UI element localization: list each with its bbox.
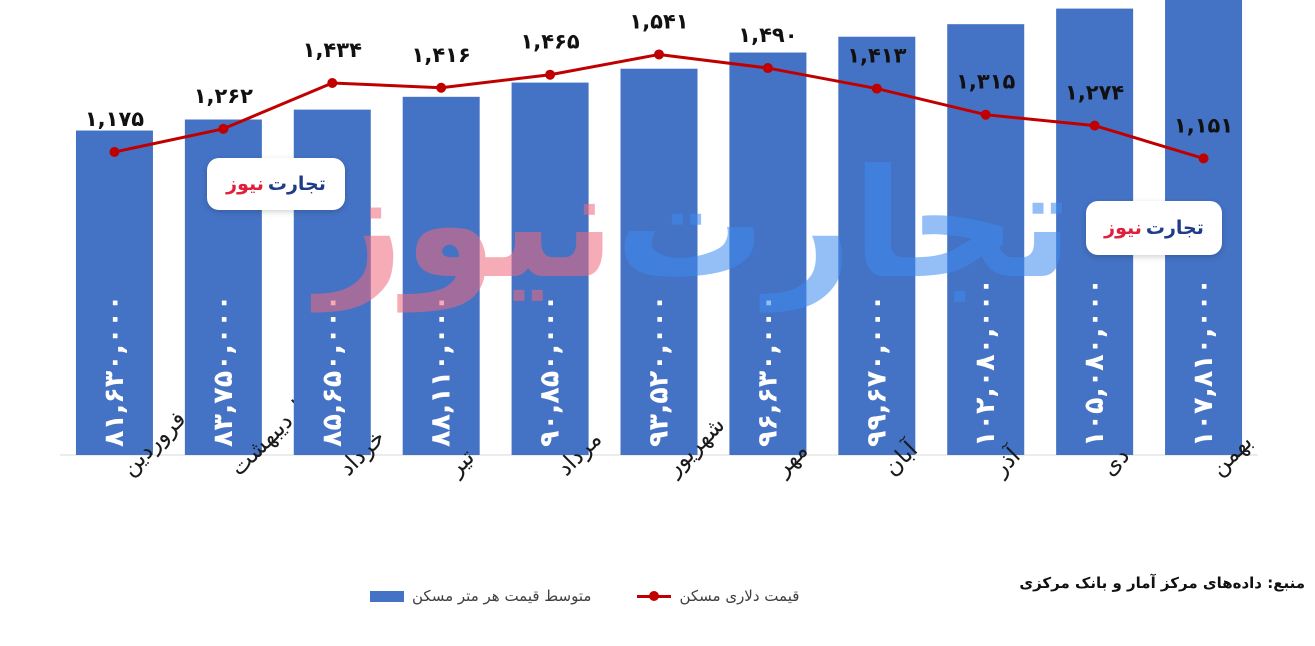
line-point-4 (545, 69, 556, 80)
line-value-label-1: ۱,۲۶۲ (194, 84, 253, 108)
bar-value-label-7: ۹۹,۶۷۰,۰۰۰ (861, 295, 892, 447)
line-point-2 (327, 77, 338, 88)
line-point-10 (1198, 153, 1209, 164)
legend-item-bar: متوسط قیمت هر متر مسکن (370, 587, 591, 605)
legend-item-line: قیمت دلاری مسکن (637, 587, 799, 605)
line-point-5 (654, 49, 664, 60)
legend-bar-swatch (370, 590, 404, 602)
source-note: منبع: داده‌های مرکز آمار و بانک مرکزی (1019, 574, 1305, 592)
bar-0 (75, 130, 153, 456)
line-value-label-2: ۱,۴۳۴ (303, 38, 362, 62)
line-value-label-10: ۱,۱۵۱ (1174, 113, 1233, 137)
line-point-1 (218, 123, 229, 134)
line-point-3 (436, 82, 447, 93)
line-value-label-9: ۱,۲۷۴ (1065, 81, 1124, 105)
bar-6 (729, 52, 807, 456)
bar-value-label-10: ۱۰۷,۸۱۰,۰۰۰ (1188, 278, 1219, 447)
bar-value-label-3: ۸۸,۱۱۰,۰۰۰ (426, 295, 457, 447)
line-value-label-4: ۱,۴۶۵ (520, 30, 579, 54)
line-point-0 (109, 147, 120, 157)
legend-line-swatch (637, 589, 672, 603)
bar-value-label-1: ۸۳,۷۵۰,۰۰۰ (208, 295, 239, 447)
line-point-7 (871, 83, 882, 94)
bar-value-label-0: ۸۱,۶۳۰,۰۰۰ (99, 295, 130, 447)
bar-value-label-9: ۱۰۵,۰۸۰,۰۰۰ (1079, 278, 1110, 447)
line-point-9 (1089, 120, 1100, 131)
line-value-label-8: ۱,۳۱۵ (956, 70, 1015, 94)
bar-4 (511, 82, 589, 455)
bar-5 (620, 68, 698, 456)
legend-bar-label: متوسط قیمت هر متر مسکن (412, 587, 592, 605)
line-value-label-3: ۱,۴۱۶ (412, 43, 471, 67)
bar-7 (838, 36, 916, 455)
chart-legend: قیمت دلاری مسکن متوسط قیمت هر متر مسکن (370, 583, 799, 609)
line-value-label-5: ۱,۵۴۱ (629, 9, 688, 33)
bar-value-label-5: ۹۳,۵۲۰,۰۰۰ (644, 295, 675, 447)
line-point-6 (762, 63, 773, 74)
line-value-label-6: ۱,۴۹۰ (738, 23, 797, 47)
bar-value-label-4: ۹۰,۸۵۰,۰۰۰ (535, 295, 566, 447)
line-value-label-0: ۱,۱۷۵ (85, 107, 144, 131)
bar-3 (402, 96, 480, 455)
line-point-8 (980, 109, 991, 120)
line-value-label-7: ۱,۴۱۳ (847, 44, 906, 68)
bar-value-label-8: ۱۰۲,۰۸۰,۰۰۰ (970, 278, 1001, 447)
bar-value-label-6: ۹۶,۶۳۰,۰۰۰ (752, 295, 783, 447)
bar-8 (947, 24, 1025, 456)
legend-line-label: قیمت دلاری مسکن (679, 587, 800, 605)
bar-value-label-2: ۸۵,۶۵۰,۰۰۰ (317, 295, 348, 447)
